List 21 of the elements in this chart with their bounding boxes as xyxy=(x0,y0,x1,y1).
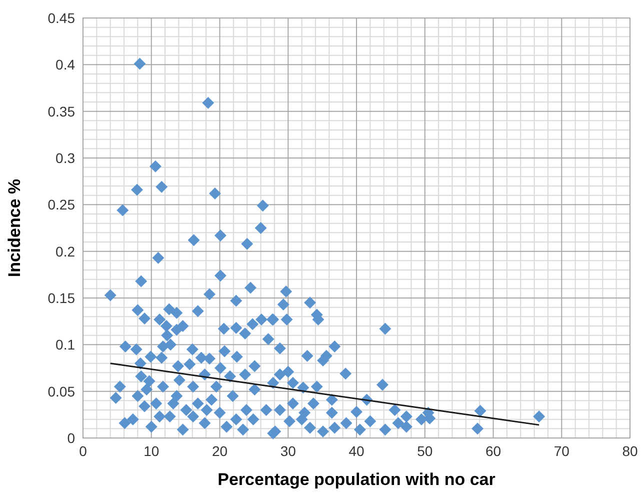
y-tick-label: 0.15 xyxy=(48,290,76,306)
y-tick-label: 0.25 xyxy=(48,196,76,213)
y-tick-label: 0.1 xyxy=(56,336,76,353)
x-tick-label: 10 xyxy=(144,443,160,459)
y-tick-label: 0.05 xyxy=(48,383,76,400)
y-tick-label: 0.4 xyxy=(56,56,76,73)
y-tick-label: 0.35 xyxy=(48,103,76,120)
y-tick-label: 0.3 xyxy=(56,150,76,166)
x-tick-label: 80 xyxy=(622,443,638,459)
x-tick-label: 40 xyxy=(348,443,364,459)
x-tick-label: 30 xyxy=(280,443,296,459)
y-tick-label: 0.2 xyxy=(56,243,76,260)
x-tick-label: 20 xyxy=(212,443,228,459)
y-tick-label: 0.45 xyxy=(48,10,76,26)
x-tick-label: 60 xyxy=(485,443,502,459)
y-axis-title: Incidence % xyxy=(5,178,24,278)
x-tick-label: 70 xyxy=(554,443,570,459)
y-tick-label: 0 xyxy=(67,430,76,446)
x-axis-title: Percentage population with no car xyxy=(218,470,496,489)
x-tick-label: 50 xyxy=(417,443,433,459)
x-tick-label: 0 xyxy=(79,443,88,459)
